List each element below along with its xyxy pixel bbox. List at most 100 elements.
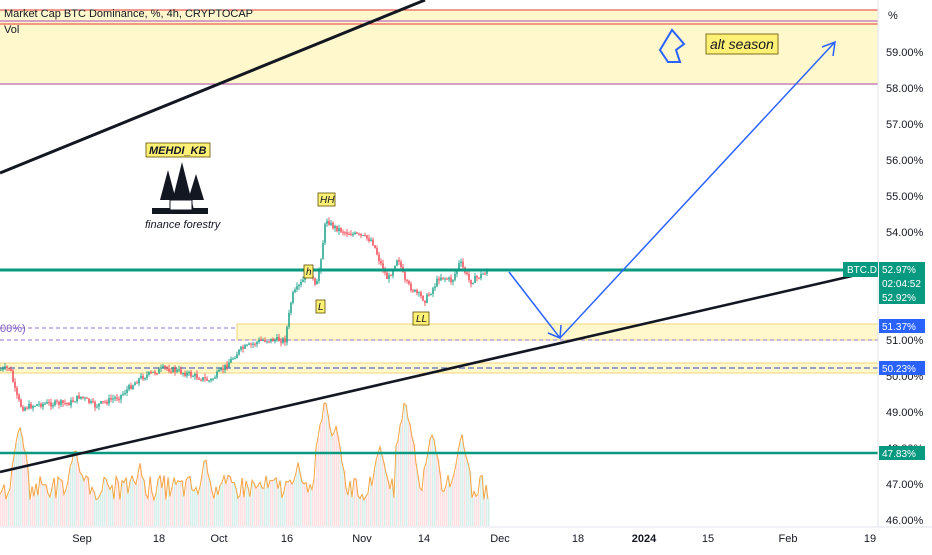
- volume-bar: [166, 499, 168, 526]
- candle-body: [364, 235, 366, 237]
- candle-body: [174, 367, 176, 372]
- candle-body: [478, 277, 480, 279]
- volume-indicator-label[interactable]: Vol: [4, 24, 19, 36]
- candle-body: [90, 400, 92, 403]
- candle-body: [430, 293, 432, 295]
- candle-body: [96, 406, 98, 408]
- candle-body: [220, 368, 222, 370]
- volume-bar: [206, 460, 208, 526]
- volume-bar: [396, 445, 398, 526]
- author-label-box: [145, 142, 211, 158]
- l-label: L: [318, 302, 324, 313]
- volume-bar: [488, 499, 490, 526]
- candle-body: [432, 288, 434, 294]
- candle-body: [296, 286, 298, 290]
- volume-bar: [422, 490, 424, 526]
- volume-bar: [96, 499, 98, 526]
- candle-body: [340, 228, 342, 232]
- candle-body: [116, 397, 118, 399]
- volume-bar: [330, 428, 332, 526]
- candle-body: [138, 378, 140, 384]
- candle-body: [292, 292, 294, 303]
- volume-bar: [388, 480, 390, 526]
- volume-bar: [208, 474, 210, 526]
- time-axis[interactable]: Sep 18 Oct 16 Nov 14 Dec 18 2024 15 Feb 19: [72, 533, 876, 545]
- price-tag-box: [879, 290, 925, 304]
- h-label-box: [303, 264, 314, 279]
- volume-bar: [474, 491, 476, 526]
- volume-bar: [14, 455, 16, 526]
- volume-bar: [128, 493, 130, 526]
- volume-bar: [194, 490, 196, 526]
- volume-bar: [132, 476, 134, 526]
- candle-body: [224, 364, 226, 370]
- volume-bar: [298, 462, 300, 526]
- candle-body: [22, 406, 24, 411]
- candle-body: [226, 364, 228, 368]
- candle-body: [140, 375, 142, 379]
- volume-bar: [56, 498, 58, 526]
- alt-season-label: alt season: [710, 36, 774, 52]
- volume-bar: [246, 480, 248, 526]
- volume-bar: [18, 432, 20, 526]
- projection-path[interactable]: [508, 41, 836, 340]
- volume-bar: [46, 484, 48, 526]
- candle-body: [484, 273, 486, 275]
- price-tag: 47.83%: [882, 449, 916, 460]
- candle-body: [94, 401, 96, 408]
- chart-title[interactable]: Market Cap BTC Dominance, %, 4h, CRYPTOC…: [4, 8, 253, 20]
- volume-bar: [38, 495, 40, 526]
- candle-body: [248, 343, 250, 345]
- candle-body: [408, 281, 410, 284]
- candle-body: [202, 377, 204, 381]
- volume-bar: [52, 487, 54, 526]
- time-tick: 18: [153, 533, 165, 545]
- ll-label-box: [412, 311, 430, 326]
- volume-bar: [434, 439, 436, 526]
- volume-bar: [130, 481, 132, 526]
- candle-body: [30, 403, 32, 409]
- candle-body: [172, 367, 174, 373]
- lower-trendline[interactable]: [0, 268, 879, 474]
- volume-bar: [362, 494, 364, 526]
- volume-bar: [48, 493, 50, 526]
- candle-body: [452, 279, 454, 282]
- volume-bar: [444, 491, 446, 526]
- volume-bar: [182, 480, 184, 526]
- volume-bar: [202, 474, 204, 526]
- volume-bar: [216, 486, 218, 526]
- candle-body: [188, 372, 190, 374]
- candle-body: [318, 270, 320, 281]
- candle-body: [10, 369, 12, 371]
- candle-body: [422, 295, 424, 301]
- candle-body: [100, 401, 102, 404]
- candle-body: [6, 366, 8, 369]
- volume-bar: [264, 488, 266, 526]
- hh-label: HH: [320, 195, 335, 206]
- volume-bar: [482, 475, 484, 526]
- volume-bar: [112, 485, 114, 526]
- candle-body: [42, 403, 44, 407]
- candle-body: [134, 382, 136, 386]
- candle-body: [376, 248, 378, 255]
- price-tag: 52.97%: [882, 265, 916, 276]
- time-tick: Nov: [352, 533, 372, 545]
- price-axis[interactable]: 59.00%58.00%57.00%56.00%55.00%54.00%53.0…: [886, 47, 924, 527]
- candle-body: [346, 232, 348, 235]
- volume-bar: [308, 492, 310, 526]
- volume-bar: [478, 494, 480, 526]
- volume-bar: [144, 479, 146, 526]
- volume-bar: [354, 478, 356, 526]
- volume-bar: [472, 497, 474, 526]
- candle-body: [338, 228, 340, 232]
- candle-body: [54, 400, 56, 406]
- candle-body: [26, 407, 28, 409]
- upper-trendline[interactable]: [0, 0, 426, 175]
- candle-body: [104, 401, 106, 403]
- candle-body: [170, 371, 172, 373]
- candle-body: [12, 370, 14, 382]
- volume-bar: [242, 477, 244, 526]
- candle-body: [250, 343, 252, 345]
